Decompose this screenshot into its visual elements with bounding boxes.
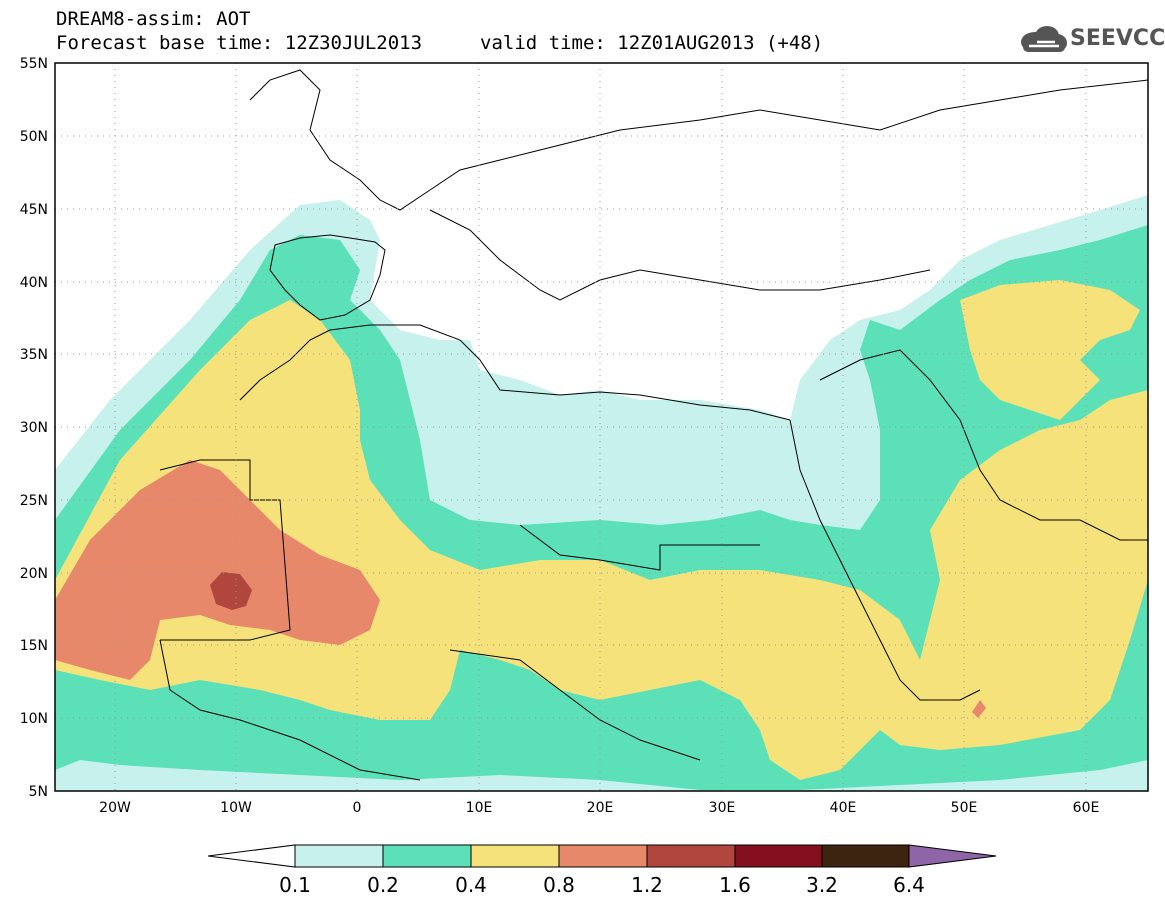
valid-time: valid time: 12Z01AUG2013 (+48) [480, 32, 824, 54]
lon-label: 40E [830, 800, 857, 816]
colorbar-label: 0.4 [455, 873, 487, 897]
colorbar-label: 1.2 [631, 873, 663, 897]
lat-label: 15N [20, 638, 48, 654]
colorbar-swatch [294, 844, 384, 868]
lat-label: 55N [20, 56, 48, 72]
colorbar-lower-arrow [207, 844, 296, 868]
map-area [55, 63, 1148, 791]
colorbar-swatch [382, 844, 472, 868]
lat-label: 20N [20, 566, 48, 582]
lat-label: 35N [20, 347, 48, 363]
colorbar-swatch [470, 844, 560, 868]
colorbar-labels: 0.1 0.2 0.4 0.8 1.2 1.6 3.2 6.4 [279, 873, 925, 897]
colorbar-label: 0.1 [279, 873, 311, 897]
colorbar-swatch [558, 844, 648, 868]
lat-label: 45N [20, 202, 48, 218]
colorbar-label: 0.2 [367, 873, 399, 897]
lon-label: 30E [709, 800, 736, 816]
aot-band-0.4 [55, 300, 1148, 780]
forecast-base-time: Forecast base time: 12Z30JUL2013 [56, 32, 423, 54]
lon-label: 10W [220, 800, 252, 816]
lat-label: 25N [20, 493, 48, 509]
lat-label: 5N [29, 784, 48, 800]
aot-band-0.8 [55, 460, 380, 680]
lat-labels: 55N 50N 45N 40N 35N 30N 25N 20N 15N 10N … [20, 56, 48, 800]
lon-label: 50E [951, 800, 978, 816]
lon-label: 60E [1073, 800, 1100, 816]
aot-band-0.8-somalia [972, 700, 986, 718]
colorbar-upper-arrow [908, 844, 997, 868]
lon-label: 10E [466, 800, 493, 816]
coastlines [159, 69, 1148, 781]
colorbar-swatch [646, 844, 736, 868]
colorbar-label: 1.6 [719, 873, 751, 897]
colorbar-label: 6.4 [893, 873, 925, 897]
lat-label: 30N [20, 420, 48, 436]
colorbar-swatch [821, 844, 910, 868]
graticule [55, 63, 1148, 791]
logo-text: SEEVCCC [1070, 26, 1165, 51]
lon-label: 0 [353, 800, 362, 816]
aot-band-1.2 [210, 572, 252, 610]
lat-label: 10N [20, 711, 48, 727]
lon-labels: 20W 10W 0 10E 20E 30E 40E 50E 60E [99, 800, 1099, 816]
lat-label: 50N [20, 129, 48, 145]
map-title: DREAM8-assim: AOT [56, 8, 251, 30]
lon-label: 20E [587, 800, 614, 816]
colorbar-swatch [734, 844, 823, 868]
lat-label: 40N [20, 275, 48, 291]
colorbar [207, 844, 997, 868]
cloud-logo-icon [1021, 26, 1067, 52]
lon-label: 20W [99, 800, 131, 816]
map-frame [54, 62, 1149, 792]
colorbar-label: 0.8 [543, 873, 575, 897]
aot-band-0.4-east [960, 280, 1140, 420]
colorbar-label: 3.2 [806, 873, 838, 897]
